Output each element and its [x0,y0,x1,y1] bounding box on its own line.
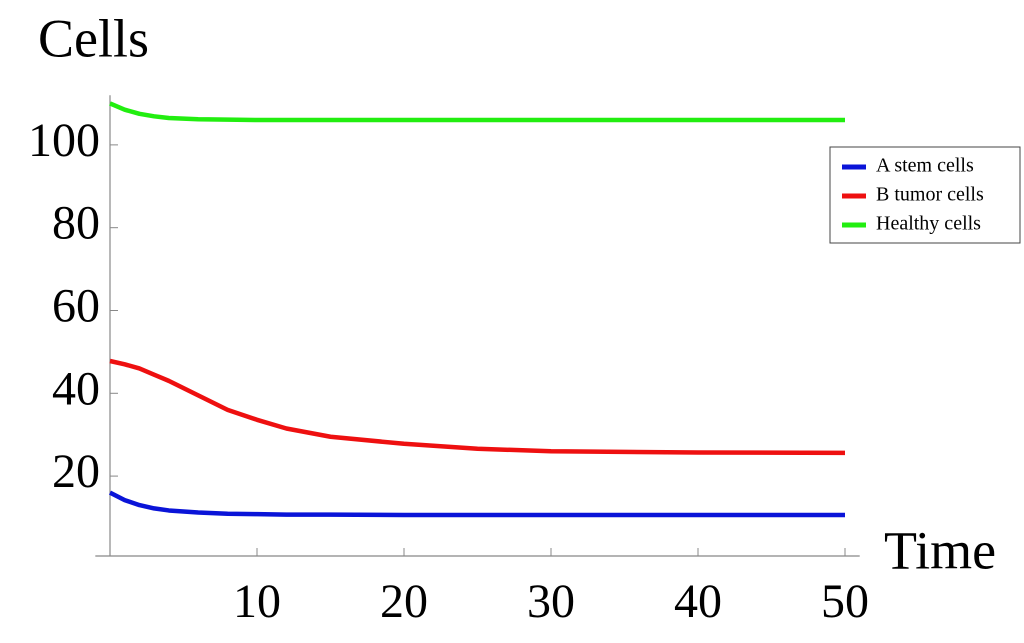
y-tick-label: 100 [28,114,100,167]
legend-label: B tumor cells [876,184,984,206]
x-tick-label: 10 [233,575,281,628]
series-line [108,490,845,518]
x-tick-label: 50 [821,575,869,628]
y-tick-label: 60 [52,280,100,333]
y-axis-label: Cells [38,8,149,68]
y-tick-label: 80 [52,197,100,250]
legend-label: Healthy cells [876,213,981,235]
x-axis-label: Time [884,520,996,580]
x-tick-label: 30 [527,575,575,628]
y-tick-label: 40 [52,362,100,415]
series-line [109,358,846,456]
legend-label: A stem cells [876,155,974,177]
x-tick-label: 20 [380,575,428,628]
series-line [109,101,845,123]
y-tick-label: 20 [52,445,100,498]
x-tick-label: 40 [674,575,722,628]
